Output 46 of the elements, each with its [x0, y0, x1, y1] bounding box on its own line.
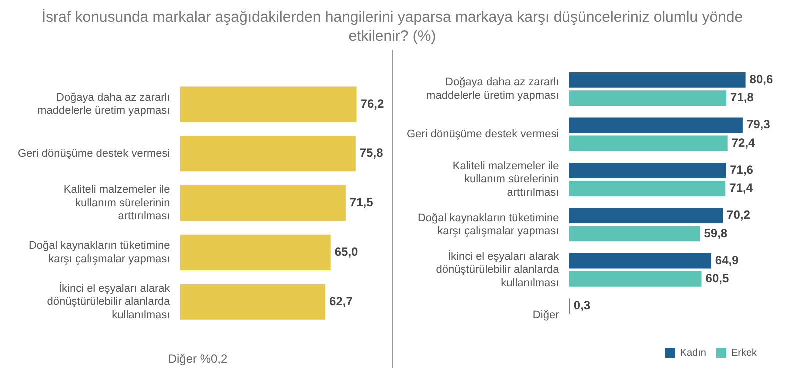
bar: [180, 186, 346, 222]
data-label: 0,3: [574, 298, 591, 313]
bar: [569, 208, 724, 224]
data-label: 75,8: [360, 146, 384, 160]
text: İsraf konusunda markalar aşağıdakilerden hangilerini yaparsa markaya karşı düşünceleriniz olumlu yönde etkilenir? (%): [40, 8, 744, 47]
y-tick-label: Doğaya daha az zararlı maddelerle üretim yapması: [426, 76, 560, 102]
data-label: 80,6: [750, 72, 774, 86]
legend-label: Kadın: [680, 348, 706, 359]
bar: [569, 226, 700, 242]
data-label: 72,4: [732, 136, 756, 150]
bar: [569, 136, 728, 152]
data-label: 59,8: [704, 226, 728, 240]
bar: [569, 162, 726, 178]
bar: [569, 118, 743, 134]
data-label: 79,3: [746, 118, 771, 132]
data-label: 62,7: [330, 294, 354, 308]
bar: [569, 272, 702, 287]
bar: [569, 253, 712, 269]
bar: [569, 181, 726, 196]
bar: [180, 86, 357, 122]
bar: [180, 284, 326, 320]
y-tick-label: Geri dönüşüme destek vermesi: [18, 148, 170, 160]
data-label: 60,5: [706, 272, 730, 286]
bar: [569, 90, 727, 106]
data-label: 71,8: [730, 90, 754, 105]
y-tick-label: İkinci el eşyaları alarak dönüştürülebilir alanlarda kullanılması: [47, 282, 172, 322]
y-tick-label: Doğaya daha az zararlı maddelerle üretim yapması: [38, 92, 170, 118]
legend-label: Erkek: [731, 348, 758, 359]
data-label: 71,6: [730, 162, 754, 177]
y-tick-label: Diğer: [532, 309, 560, 322]
bar: [180, 234, 331, 270]
y-tick-label: Doğal kaynakların tüketimine karşı çalışmalar yapması: [28, 240, 170, 266]
data-label: 76,2: [360, 96, 384, 111]
bar: [569, 72, 746, 88]
bar: [180, 136, 356, 172]
y-tick-label: İkinci el eşyaları alarak dönüştürülebilir alanlarda kullanılması: [436, 250, 560, 290]
data-label: 71,5: [350, 196, 374, 210]
y-tick-label: Doğal kaynakların tüketimine karşı çalışmalar yapması: [418, 212, 560, 238]
y-tick-label: Kaliteli malzemeler ile kullanım sürelerinin arttırılması: [64, 184, 170, 223]
data-label: 65,0: [334, 245, 359, 260]
text: Diğer %0,2: [167, 352, 229, 366]
data-label: 71,4: [730, 181, 754, 196]
y-tick-label: Geri dönüşüme destek vermesi: [407, 128, 560, 140]
data-label: 64,9: [715, 253, 740, 268]
data-label: 70,2: [727, 208, 751, 222]
y-tick-label: Kaliteli malzemeler ile kullanım sürelerinin arttırılması: [452, 160, 560, 199]
